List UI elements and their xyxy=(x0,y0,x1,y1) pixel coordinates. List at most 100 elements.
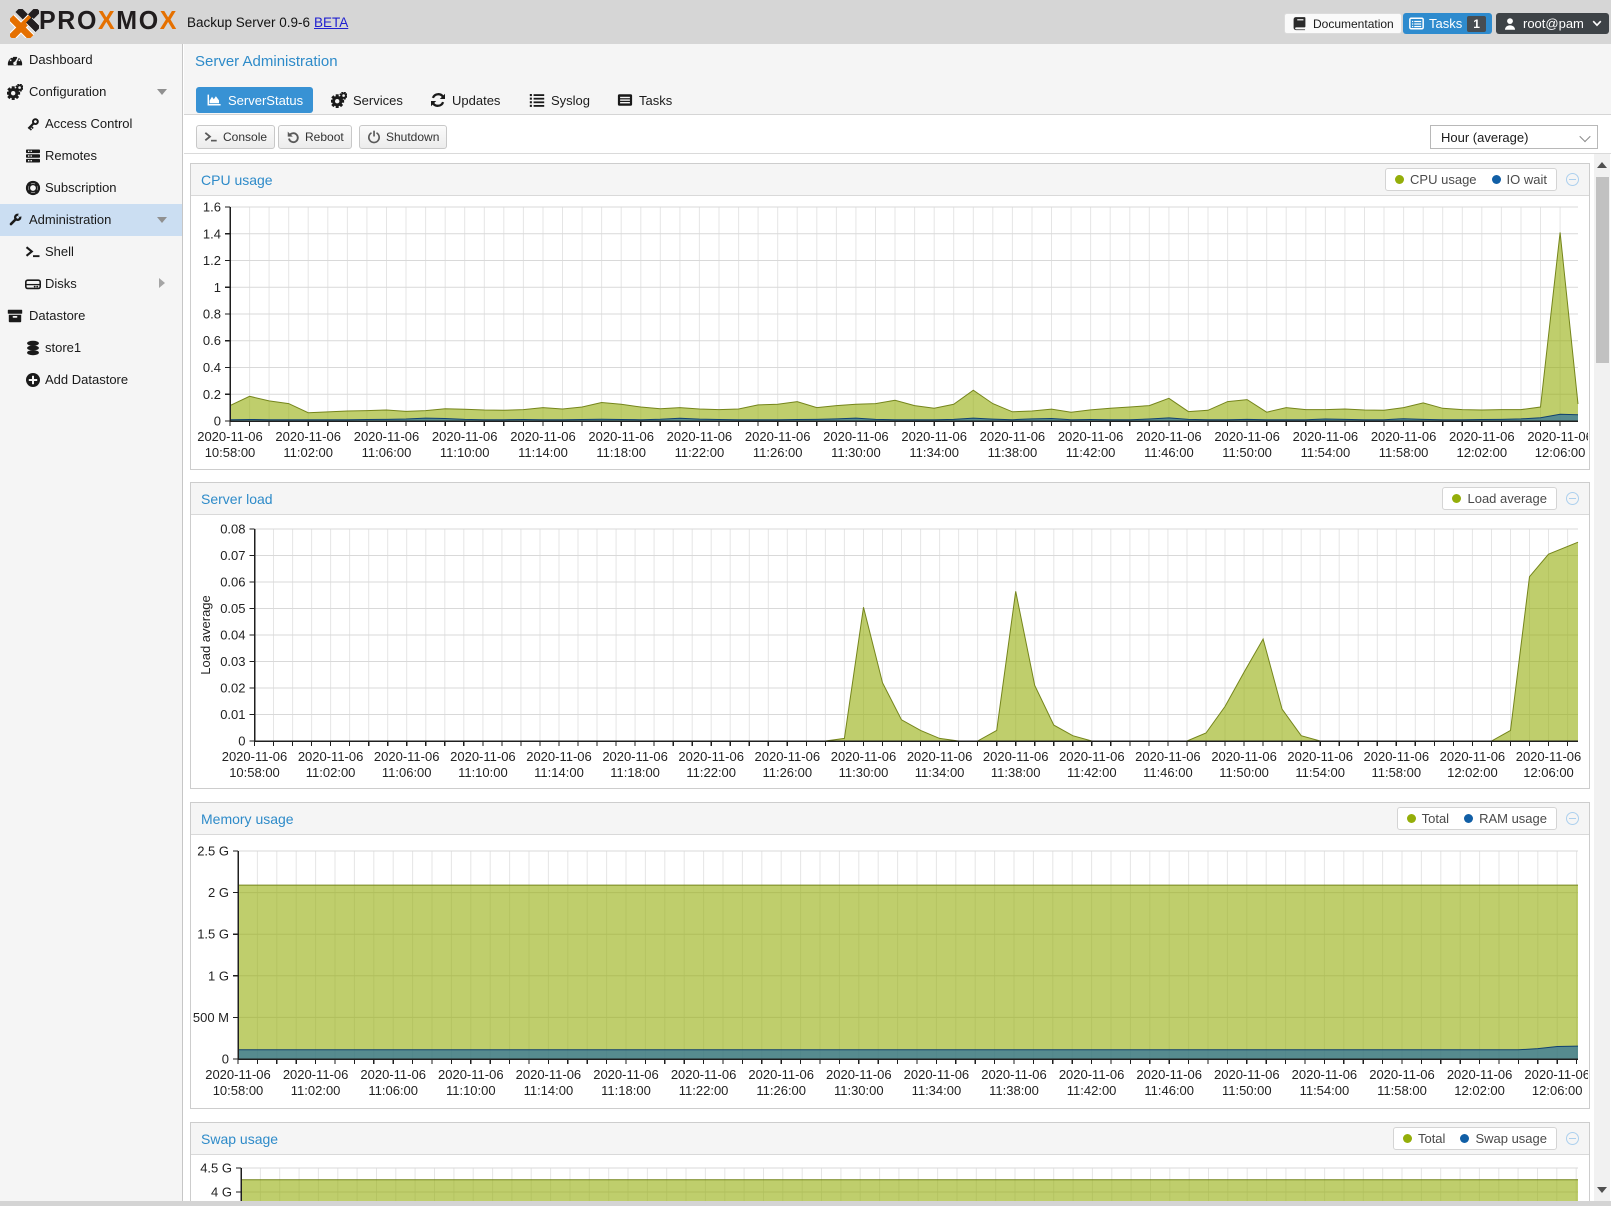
svg-text:2020-11-06: 2020-11-06 xyxy=(197,429,263,444)
svg-text:0.06: 0.06 xyxy=(220,575,245,590)
svg-text:11:34:00: 11:34:00 xyxy=(915,765,965,780)
svg-text:11:22:00: 11:22:00 xyxy=(686,765,736,780)
svg-text:2020-11-06: 2020-11-06 xyxy=(755,749,821,764)
svg-text:2020-11-06: 2020-11-06 xyxy=(1214,1067,1280,1082)
svg-text:0.05: 0.05 xyxy=(220,601,245,616)
svg-text:11:58:00: 11:58:00 xyxy=(1371,765,1421,780)
svg-text:11:22:00: 11:22:00 xyxy=(675,445,725,460)
svg-text:11:30:00: 11:30:00 xyxy=(831,445,881,460)
svg-text:11:58:00: 11:58:00 xyxy=(1379,445,1429,460)
svg-text:0.01: 0.01 xyxy=(220,707,245,722)
svg-text:2020-11-06: 2020-11-06 xyxy=(745,429,811,444)
svg-text:11:46:00: 11:46:00 xyxy=(1143,765,1193,780)
svg-text:10:58:00: 10:58:00 xyxy=(205,445,256,460)
svg-text:11:54:00: 11:54:00 xyxy=(1300,1083,1350,1098)
svg-text:2020-11-06: 2020-11-06 xyxy=(516,1067,582,1082)
svg-text:Load average: Load average xyxy=(198,595,213,675)
svg-text:11:38:00: 11:38:00 xyxy=(989,1083,1039,1098)
svg-text:1.4: 1.4 xyxy=(203,226,221,241)
svg-text:11:10:00: 11:10:00 xyxy=(440,445,490,460)
svg-text:11:54:00: 11:54:00 xyxy=(1301,445,1351,460)
svg-text:2020-11-06: 2020-11-06 xyxy=(1292,1067,1358,1082)
svg-text:10:58:00: 10:58:00 xyxy=(229,765,280,780)
svg-text:11:42:00: 11:42:00 xyxy=(1067,765,1117,780)
svg-text:11:26:00: 11:26:00 xyxy=(756,1083,806,1098)
svg-text:2020-11-06: 2020-11-06 xyxy=(1524,1067,1588,1082)
svg-text:2020-11-06: 2020-11-06 xyxy=(1364,749,1430,764)
svg-text:11:14:00: 11:14:00 xyxy=(518,445,568,460)
svg-text:2020-11-06: 2020-11-06 xyxy=(1136,1067,1202,1082)
svg-text:2020-11-06: 2020-11-06 xyxy=(298,749,364,764)
svg-text:2020-11-06: 2020-11-06 xyxy=(983,749,1049,764)
svg-text:10:58:00: 10:58:00 xyxy=(213,1083,264,1098)
svg-text:11:42:00: 11:42:00 xyxy=(1066,445,1116,460)
svg-text:2020-11-06: 2020-11-06 xyxy=(1293,429,1359,444)
svg-text:0.07: 0.07 xyxy=(220,548,245,563)
svg-text:0.2: 0.2 xyxy=(203,387,221,402)
svg-text:2020-11-06: 2020-11-06 xyxy=(275,429,341,444)
svg-text:2020-11-06: 2020-11-06 xyxy=(593,1067,659,1082)
svg-text:2020-11-06: 2020-11-06 xyxy=(374,749,440,764)
svg-text:2020-11-06: 2020-11-06 xyxy=(1527,429,1588,444)
svg-text:0.6: 0.6 xyxy=(203,333,221,348)
svg-text:2020-11-06: 2020-11-06 xyxy=(222,749,288,764)
svg-text:11:30:00: 11:30:00 xyxy=(839,765,889,780)
svg-text:11:42:00: 11:42:00 xyxy=(1067,1083,1117,1098)
svg-text:0.08: 0.08 xyxy=(220,522,245,537)
svg-text:0: 0 xyxy=(238,734,245,749)
svg-text:11:02:00: 11:02:00 xyxy=(291,1083,341,1098)
svg-text:2.5 G: 2.5 G xyxy=(197,844,229,859)
svg-text:11:18:00: 11:18:00 xyxy=(601,1083,651,1098)
svg-text:11:46:00: 11:46:00 xyxy=(1144,445,1194,460)
svg-text:1.5 G: 1.5 G xyxy=(197,927,229,942)
svg-text:0: 0 xyxy=(222,1052,229,1067)
svg-text:2020-11-06: 2020-11-06 xyxy=(1287,749,1353,764)
svg-text:11:26:00: 11:26:00 xyxy=(762,765,812,780)
svg-text:11:54:00: 11:54:00 xyxy=(1295,765,1345,780)
svg-text:2020-11-06: 2020-11-06 xyxy=(438,1067,504,1082)
svg-text:11:10:00: 11:10:00 xyxy=(458,765,508,780)
svg-text:11:14:00: 11:14:00 xyxy=(534,765,584,780)
svg-text:2020-11-06: 2020-11-06 xyxy=(1447,1067,1513,1082)
svg-text:2020-11-06: 2020-11-06 xyxy=(1059,1067,1125,1082)
svg-text:2020-11-06: 2020-11-06 xyxy=(981,1067,1047,1082)
svg-text:11:06:00: 11:06:00 xyxy=(368,1083,418,1098)
svg-text:2020-11-06: 2020-11-06 xyxy=(602,749,668,764)
svg-text:2020-11-06: 2020-11-06 xyxy=(450,749,516,764)
svg-text:2020-11-06: 2020-11-06 xyxy=(432,429,498,444)
svg-text:1.6: 1.6 xyxy=(203,200,221,215)
svg-text:2020-11-06: 2020-11-06 xyxy=(1058,429,1124,444)
svg-text:11:06:00: 11:06:00 xyxy=(382,765,432,780)
svg-text:11:38:00: 11:38:00 xyxy=(988,445,1038,460)
svg-text:0.4: 0.4 xyxy=(203,360,221,375)
svg-text:11:50:00: 11:50:00 xyxy=(1222,1083,1272,1098)
svg-text:11:38:00: 11:38:00 xyxy=(991,765,1041,780)
svg-text:12:02:00: 12:02:00 xyxy=(1447,765,1498,780)
svg-text:2020-11-06: 2020-11-06 xyxy=(1211,749,1277,764)
svg-text:2020-11-06: 2020-11-06 xyxy=(671,1067,737,1082)
svg-text:11:02:00: 11:02:00 xyxy=(306,765,356,780)
svg-text:2020-11-06: 2020-11-06 xyxy=(826,1067,892,1082)
svg-text:2020-11-06: 2020-11-06 xyxy=(588,429,654,444)
svg-text:2020-11-06: 2020-11-06 xyxy=(667,429,733,444)
svg-text:2020-11-06: 2020-11-06 xyxy=(1136,429,1202,444)
svg-text:12:06:00: 12:06:00 xyxy=(1535,445,1586,460)
svg-text:11:22:00: 11:22:00 xyxy=(679,1083,729,1098)
svg-text:2020-11-06: 2020-11-06 xyxy=(354,429,420,444)
svg-text:2020-11-06: 2020-11-06 xyxy=(1369,1067,1435,1082)
svg-text:2020-11-06: 2020-11-06 xyxy=(1440,749,1506,764)
svg-text:2020-11-06: 2020-11-06 xyxy=(205,1067,271,1082)
svg-text:2020-11-06: 2020-11-06 xyxy=(823,429,889,444)
svg-text:2020-11-06: 2020-11-06 xyxy=(360,1067,426,1082)
svg-text:2020-11-06: 2020-11-06 xyxy=(904,1067,970,1082)
svg-text:12:02:00: 12:02:00 xyxy=(1456,445,1507,460)
svg-text:0.02: 0.02 xyxy=(220,681,245,696)
svg-text:11:18:00: 11:18:00 xyxy=(596,445,646,460)
svg-text:0.8: 0.8 xyxy=(203,307,221,322)
svg-text:11:06:00: 11:06:00 xyxy=(362,445,412,460)
svg-text:0: 0 xyxy=(214,414,221,429)
svg-text:2020-11-06: 2020-11-06 xyxy=(1516,749,1582,764)
svg-text:11:46:00: 11:46:00 xyxy=(1144,1083,1194,1098)
svg-text:0.04: 0.04 xyxy=(220,628,245,643)
svg-text:2020-11-06: 2020-11-06 xyxy=(831,749,897,764)
